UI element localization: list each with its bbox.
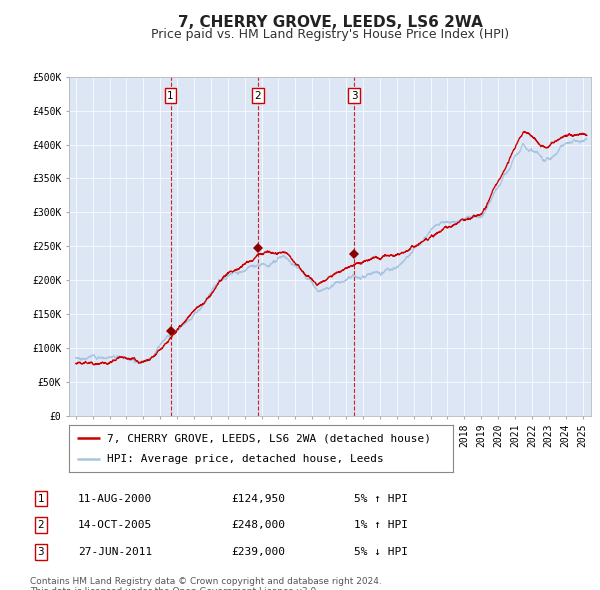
Text: 2: 2 (254, 91, 261, 101)
Text: 1% ↑ HPI: 1% ↑ HPI (354, 520, 408, 530)
Text: 3: 3 (37, 547, 44, 556)
Text: 11-AUG-2000: 11-AUG-2000 (78, 494, 152, 503)
Text: 7, CHERRY GROVE, LEEDS, LS6 2WA: 7, CHERRY GROVE, LEEDS, LS6 2WA (178, 15, 482, 30)
Text: 5% ↓ HPI: 5% ↓ HPI (354, 547, 408, 556)
Text: Contains HM Land Registry data © Crown copyright and database right 2024.
This d: Contains HM Land Registry data © Crown c… (30, 577, 382, 590)
Text: 27-JUN-2011: 27-JUN-2011 (78, 547, 152, 556)
Text: Price paid vs. HM Land Registry's House Price Index (HPI): Price paid vs. HM Land Registry's House … (151, 28, 509, 41)
Text: £239,000: £239,000 (231, 547, 285, 556)
Text: HPI: Average price, detached house, Leeds: HPI: Average price, detached house, Leed… (107, 454, 384, 464)
Text: 1: 1 (167, 91, 174, 101)
Text: 2: 2 (37, 520, 44, 530)
Text: 1: 1 (37, 494, 44, 503)
Text: £124,950: £124,950 (231, 494, 285, 503)
Text: 3: 3 (351, 91, 358, 101)
Text: £248,000: £248,000 (231, 520, 285, 530)
Text: 5% ↑ HPI: 5% ↑ HPI (354, 494, 408, 503)
Text: 7, CHERRY GROVE, LEEDS, LS6 2WA (detached house): 7, CHERRY GROVE, LEEDS, LS6 2WA (detache… (107, 433, 431, 443)
Text: 14-OCT-2005: 14-OCT-2005 (78, 520, 152, 530)
